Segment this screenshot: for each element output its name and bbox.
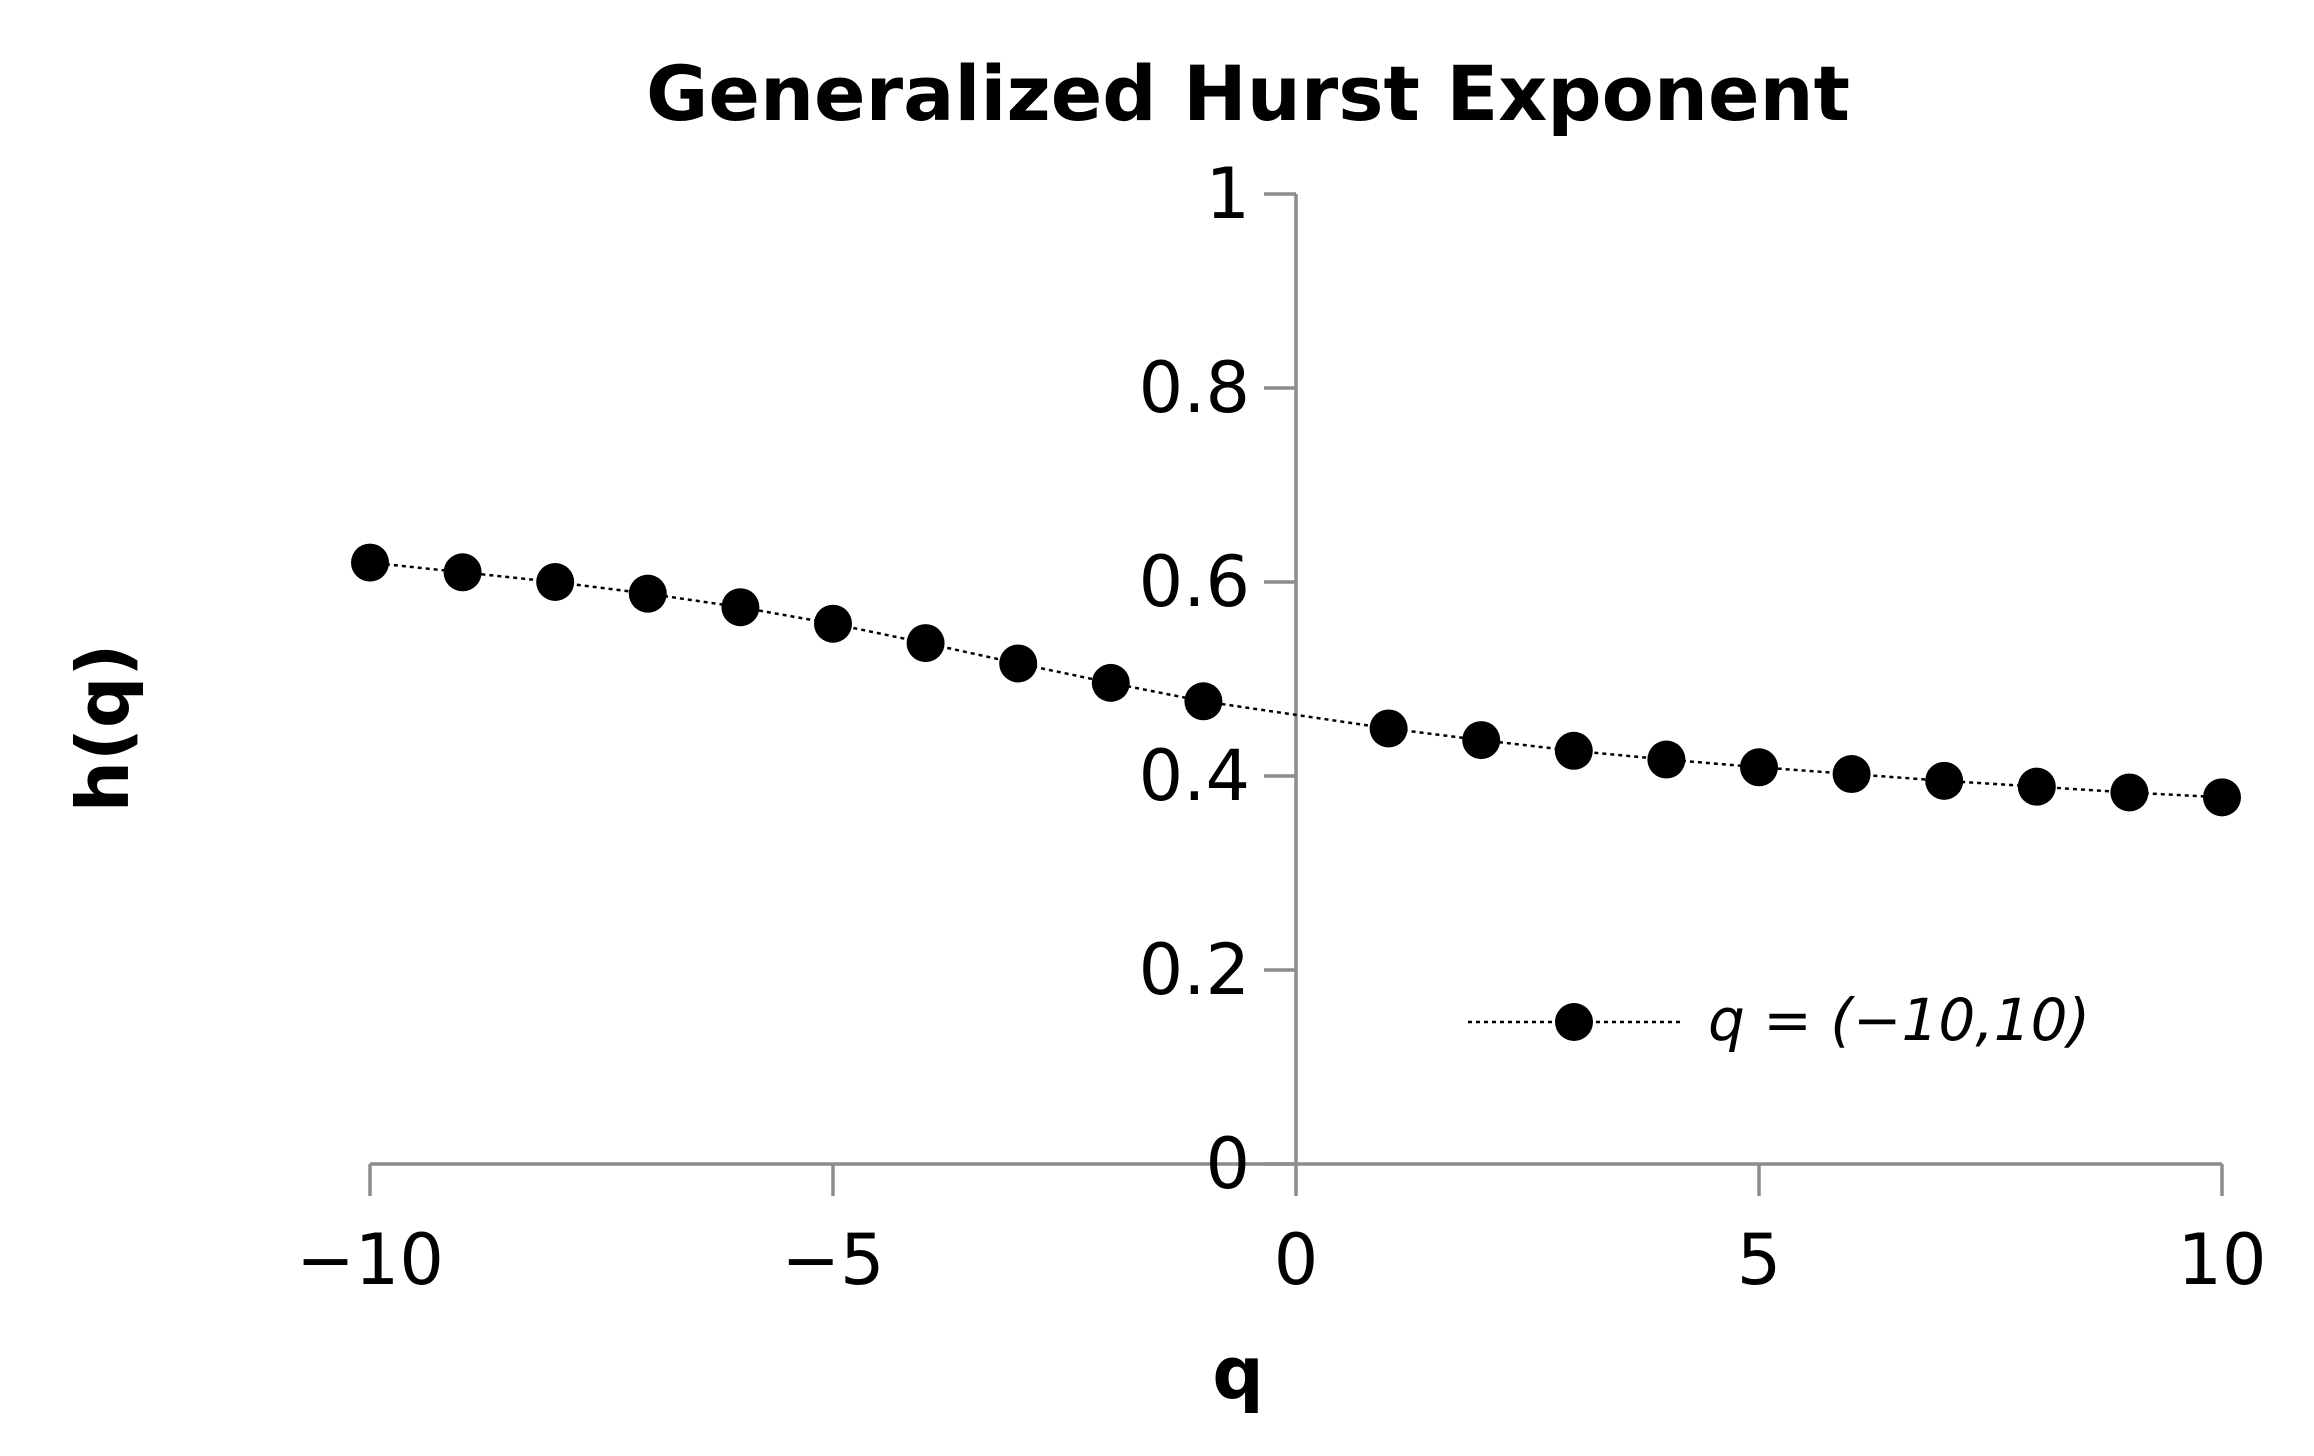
legend: q = (−10,10) (1468, 986, 2090, 1054)
data-point (1832, 755, 1871, 794)
y-tick-label: 1 (1205, 153, 1250, 235)
data-point (628, 574, 667, 613)
y-tick-label: 0.2 (1139, 929, 1250, 1011)
x-tick-label: −5 (781, 1219, 884, 1301)
chart-title: Generalized Hurst Exponent (646, 49, 1850, 138)
data-point (1184, 682, 1223, 721)
data-point (2017, 767, 2056, 806)
x-tick-label: 5 (1737, 1219, 1782, 1301)
data-point (814, 604, 852, 643)
data-point (906, 624, 945, 663)
y-tick-label: 0.8 (1139, 347, 1250, 429)
y-tick-label: 0 (1205, 1123, 1250, 1205)
x-tick-label: 0 (1274, 1219, 1319, 1301)
data-point (1462, 721, 1501, 760)
x-axis-label: q (1212, 1331, 1264, 1415)
data-point (536, 563, 575, 601)
y-tick-label: 0.6 (1139, 541, 1250, 623)
ticks: −10 −5 0 5 10 0 0.2 0.4 0.6 0.8 1 (296, 153, 2266, 1301)
data-point (2110, 773, 2149, 812)
y-axis-label: h(q) (61, 644, 145, 813)
data-point (351, 543, 389, 582)
series-line (369, 561, 2223, 799)
x-tick-label: 10 (2177, 1219, 2266, 1301)
data-point (999, 644, 1038, 683)
data-point (721, 588, 760, 627)
data-point (1740, 748, 1778, 787)
data-point (1369, 709, 1408, 748)
data-point (1091, 663, 1130, 702)
data-point (443, 553, 482, 592)
legend-marker (1555, 1003, 1593, 1041)
legend-label: q = (−10,10) (1708, 986, 2090, 1054)
data-point (1554, 731, 1593, 770)
y-tick-label: 0.4 (1139, 735, 1250, 817)
x-tick-label: −10 (296, 1219, 444, 1301)
data-point (2203, 778, 2241, 817)
data-point (1925, 761, 1964, 800)
data-point (1647, 740, 1686, 779)
series-layer (351, 543, 2241, 817)
